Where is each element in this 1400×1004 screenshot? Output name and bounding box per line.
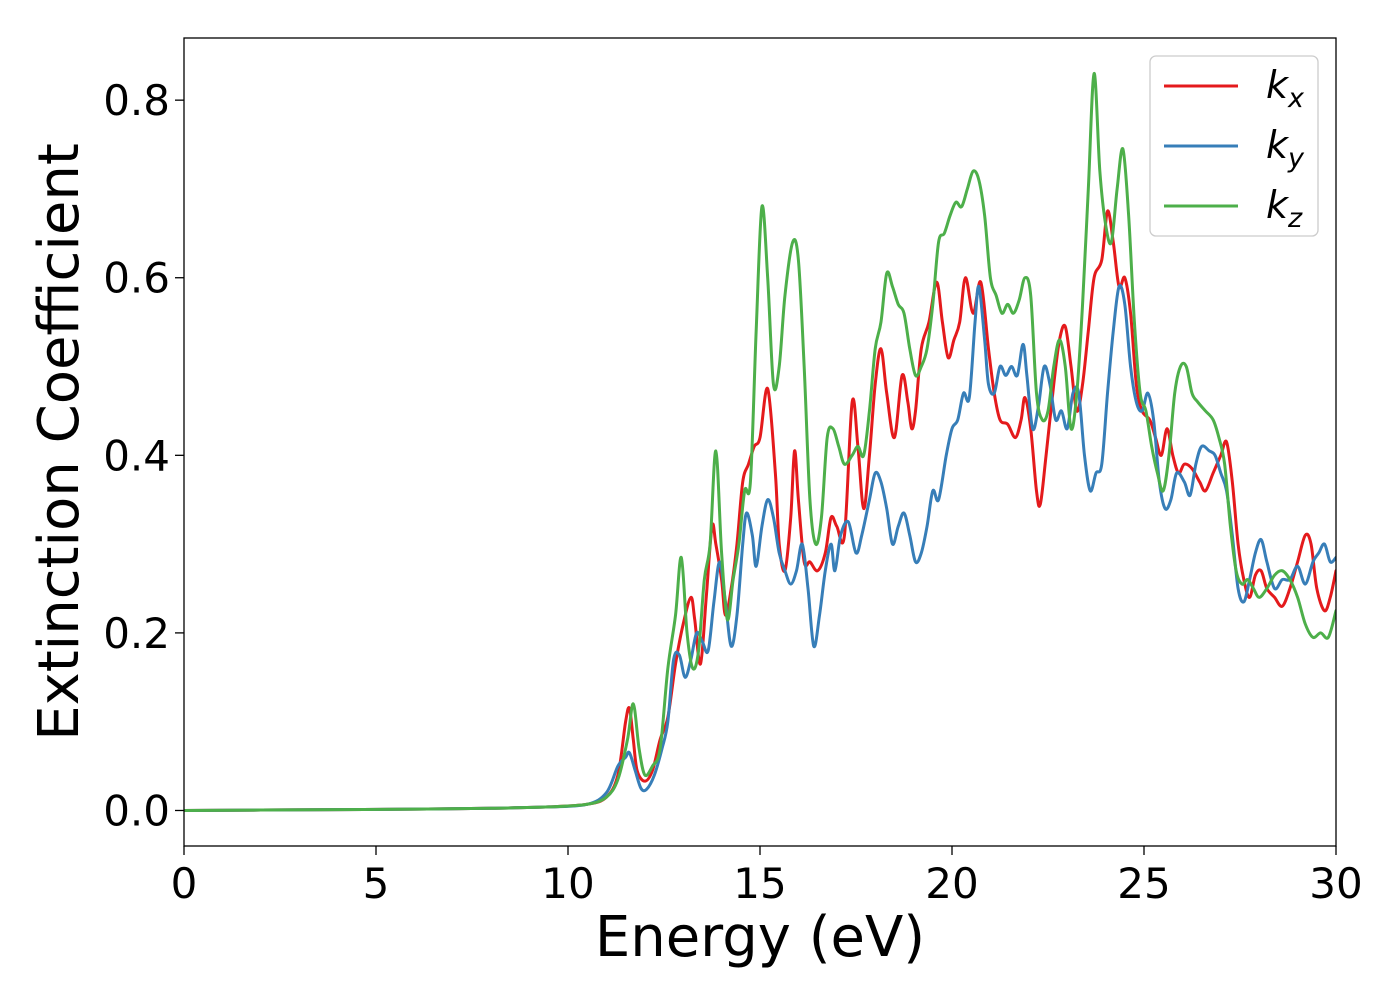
- y-tick-label: 0.2: [103, 609, 170, 658]
- y-tick-label: 0.6: [103, 254, 170, 303]
- legend-items: kx ky kz: [1164, 63, 1305, 234]
- y-tick-label: 0.8: [103, 76, 170, 125]
- x-tick-label: 30: [1309, 859, 1362, 908]
- y-tick-label: 0.4: [103, 431, 170, 480]
- y-axis-label: Extinction Coefficient: [27, 143, 92, 741]
- x-tick-label: 0: [171, 859, 198, 908]
- x-tick-label: 15: [733, 859, 786, 908]
- series-line-z: [184, 72, 1336, 812]
- legend-label-x: kx: [1266, 63, 1305, 114]
- x-tick-label: 20: [925, 859, 978, 908]
- y-axis-ticks: 0.0 0.2 0.4 0.6 0.8: [103, 76, 184, 835]
- legend-label-z: kz: [1266, 183, 1303, 234]
- series-layer: [184, 72, 1336, 812]
- x-tick-label: 5: [363, 859, 390, 908]
- legend: kx ky kz: [1149, 55, 1319, 237]
- x-axis-ticks: 0 5 10 15 20 25 30: [171, 846, 1363, 908]
- y-tick-label: 0.0: [103, 786, 170, 835]
- legend-label-y: ky: [1266, 123, 1305, 174]
- x-axis-label: Energy (eV): [595, 905, 925, 970]
- series-line-x: [184, 209, 1336, 812]
- x-tick-label: 10: [541, 859, 594, 908]
- x-tick-label: 25: [1117, 859, 1170, 908]
